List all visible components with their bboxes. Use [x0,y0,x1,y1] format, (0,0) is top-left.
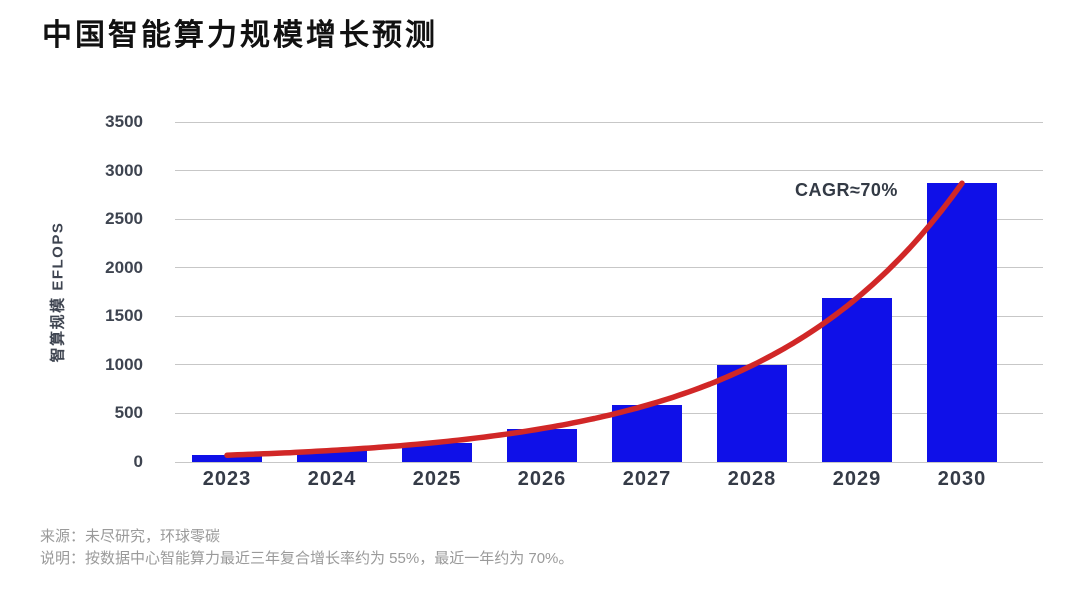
source-note: 来源：未尽研究，环球零碳 [40,528,221,545]
gridline [175,315,1043,317]
chart-title: 中国智能算力规模增长预测 [42,19,438,52]
gridline [175,412,1043,414]
bar-2024 [297,450,367,462]
trend-curve [224,180,965,458]
x-axis-tick-labels: 2023 2024 2025 2026 2027 2028 2029 2030 [175,468,1043,494]
gridline [175,121,1043,123]
y-tick-label: 1500 [105,306,143,326]
gridline [175,461,1043,463]
cagr-annotation: CAGR≈70% [795,180,898,200]
gridline [175,170,1043,172]
bar-2030 [927,183,997,462]
x-tick-label: 2030 [937,468,987,490]
x-tick-label: 2028 [727,468,777,490]
x-tick-label: 2029 [832,468,882,490]
gridline [175,218,1043,220]
x-tick-label: 2025 [412,468,462,490]
plot-area: CAGR≈70% [175,121,1043,463]
y-tick-label: 3500 [105,112,143,131]
gridline [175,364,1043,366]
x-tick-label: 2023 [202,468,252,490]
x-tick-label: 2024 [307,468,357,490]
y-axis-title: 智算规模 EFLOPS [49,221,67,363]
bar-2023 [192,455,262,462]
bar-2029 [822,297,892,462]
y-tick-label: 2500 [105,209,143,229]
y-tick-label: 1000 [105,354,143,374]
y-axis-tick-labels: 0 500 1000 1500 2000 2500 3000 3500 [80,112,143,471]
x-tick-label: 2027 [622,468,672,490]
y-tick-label: 3000 [105,160,143,180]
explanation-note: 说明：按数据中心智能算力最近三年复合增长率约为 55%，最近一年约为 70%。 [40,550,574,567]
x-tick-label: 2026 [517,468,567,490]
bar-2025 [402,442,472,462]
bar-2027 [612,405,682,462]
y-tick-label: 2000 [105,257,143,277]
gridline [175,267,1043,269]
y-tick-label: 500 [114,403,143,423]
bar-2026 [507,428,577,462]
bar-2028 [717,365,787,462]
y-tick-label: 0 [133,452,143,471]
